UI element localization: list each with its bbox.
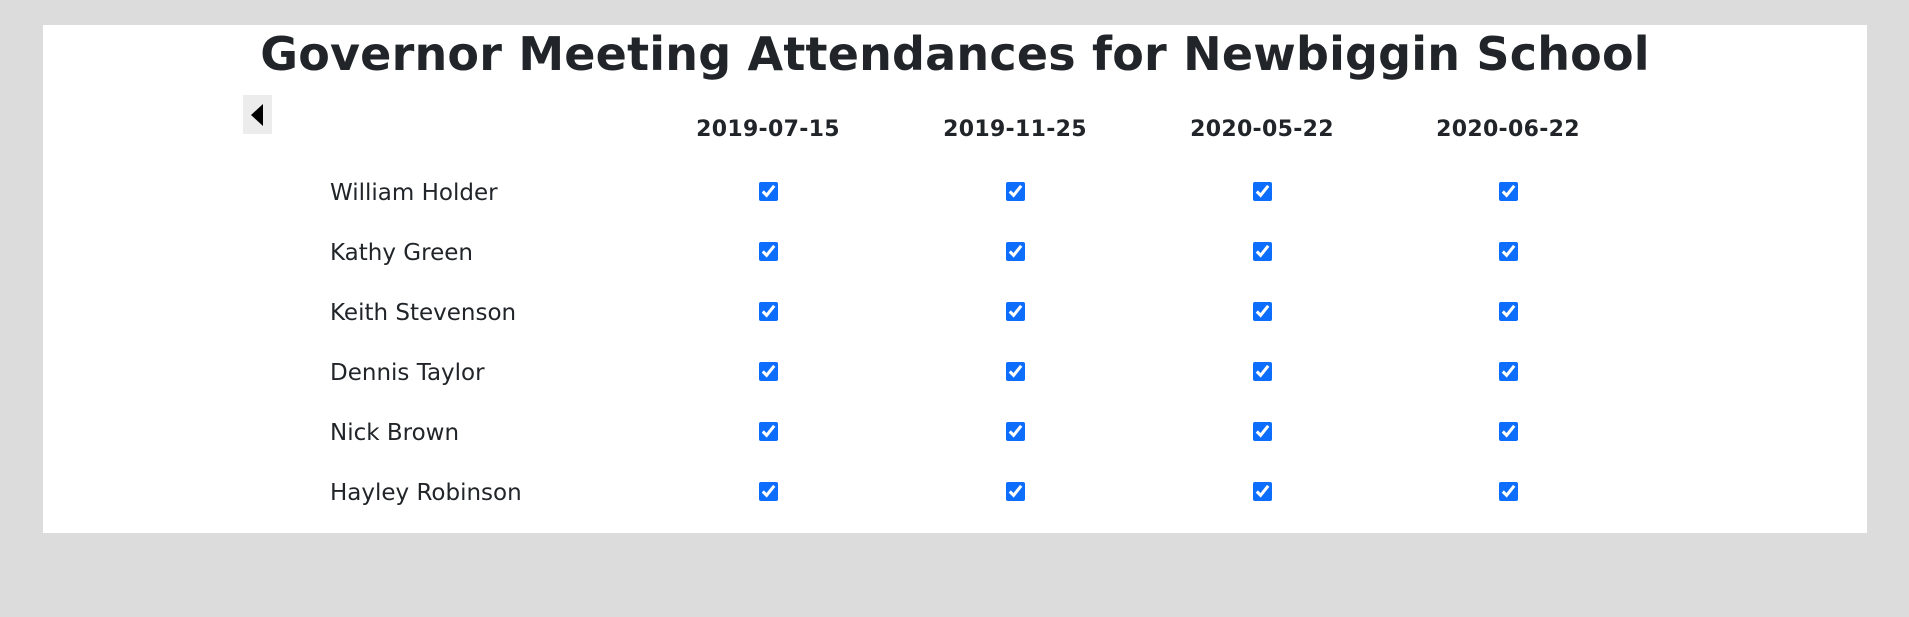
governor-name: Dennis Taylor <box>330 360 485 386</box>
governor-name: Nick Brown <box>330 420 460 446</box>
back-button[interactable] <box>243 95 272 134</box>
governor-name: Keith Stevenson <box>330 300 517 326</box>
attendance-checkbox[interactable] <box>1253 182 1272 201</box>
date-header: 2020-05-22 <box>1190 117 1334 142</box>
attendance-checkbox[interactable] <box>1253 482 1272 501</box>
attendance-checkbox[interactable] <box>1499 362 1518 381</box>
attendance-checkbox[interactable] <box>759 182 778 201</box>
attendance-checkbox[interactable] <box>1006 422 1025 441</box>
governor-name: William Holder <box>330 180 498 206</box>
attendance-checkbox[interactable] <box>1006 362 1025 381</box>
attendance-checkbox[interactable] <box>1499 242 1518 261</box>
attendance-checkbox[interactable] <box>1499 182 1518 201</box>
attendance-checkbox[interactable] <box>759 482 778 501</box>
attendance-checkbox[interactable] <box>759 302 778 321</box>
date-header: 2019-11-25 <box>943 117 1087 142</box>
attendance-checkbox[interactable] <box>1006 302 1025 321</box>
attendance-checkbox[interactable] <box>1253 302 1272 321</box>
attendance-checkbox[interactable] <box>1006 182 1025 201</box>
attendance-checkbox[interactable] <box>759 362 778 381</box>
attendance-checkbox[interactable] <box>759 422 778 441</box>
attendance-checkbox[interactable] <box>1499 482 1518 501</box>
page-title: Governor Meeting Attendances for Newbigg… <box>260 27 1650 81</box>
attendance-panel: Governor Meeting Attendances for Newbigg… <box>43 25 1867 533</box>
attendance-checkbox[interactable] <box>1499 302 1518 321</box>
attendance-checkbox[interactable] <box>1253 242 1272 261</box>
attendance-checkbox[interactable] <box>1253 422 1272 441</box>
caret-left-icon <box>250 103 263 126</box>
attendance-checkbox[interactable] <box>759 242 778 261</box>
governor-name: Kathy Green <box>330 240 473 266</box>
attendance-checkbox[interactable] <box>1006 482 1025 501</box>
attendance-checkbox[interactable] <box>1006 242 1025 261</box>
governor-name: Hayley Robinson <box>330 480 522 506</box>
attendance-checkbox[interactable] <box>1253 362 1272 381</box>
date-header: 2019-07-15 <box>696 117 840 142</box>
attendance-checkbox[interactable] <box>1499 422 1518 441</box>
date-header: 2020-06-22 <box>1436 117 1580 142</box>
